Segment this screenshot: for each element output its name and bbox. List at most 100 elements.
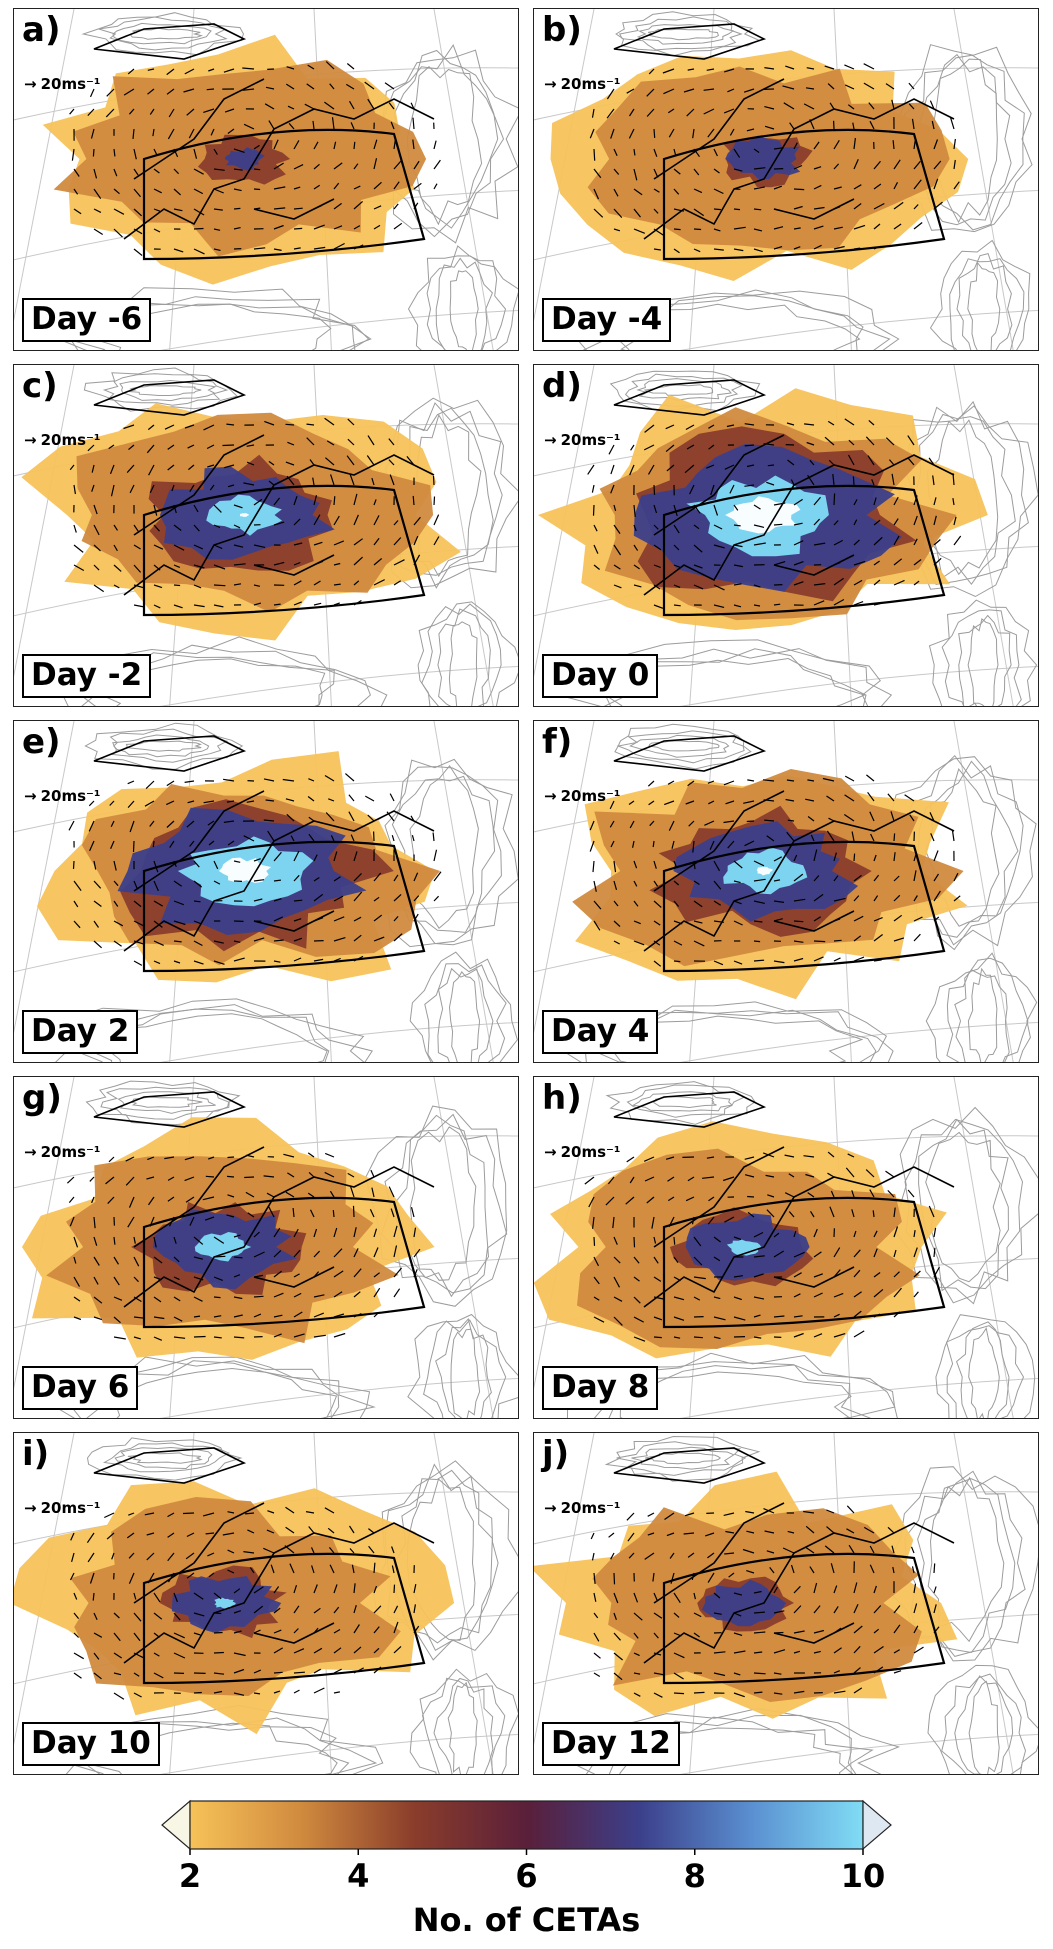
wind-reference: → 20ms⁻¹ xyxy=(24,787,101,805)
panel-letter: j) xyxy=(542,1434,570,1474)
arrow-right-icon: → xyxy=(544,1499,557,1517)
coastline xyxy=(93,1091,435,1308)
wind-vectors xyxy=(584,1151,940,1342)
coastline xyxy=(613,735,955,952)
cetas-shading xyxy=(572,769,968,1000)
panel-letter: f) xyxy=(542,722,573,762)
map-svg xyxy=(534,9,1038,350)
day-label: Day 10 xyxy=(22,1722,160,1766)
map-panel: f) → 20ms⁻¹ Day 4 xyxy=(533,720,1039,1063)
map-svg xyxy=(14,1077,518,1418)
region-box xyxy=(142,840,426,973)
wind-reference-label: 20ms⁻¹ xyxy=(40,431,101,449)
map-panel: g) → 20ms⁻¹ Day 6 xyxy=(13,1076,519,1419)
arrow-right-icon: → xyxy=(24,1499,37,1517)
coastline xyxy=(613,1447,955,1664)
wind-reference-label: 20ms⁻¹ xyxy=(560,1499,621,1517)
panel-letter: g) xyxy=(22,1078,62,1118)
coastline xyxy=(613,379,955,596)
day-label: Day 2 xyxy=(22,1010,139,1054)
day-label: Day 8 xyxy=(542,1366,659,1410)
map-svg xyxy=(534,1433,1038,1774)
wind-vectors xyxy=(590,1505,940,1698)
region-box xyxy=(142,484,426,617)
wind-vectors xyxy=(66,1152,421,1341)
map-svg xyxy=(14,365,518,706)
wind-reference-label: 20ms⁻¹ xyxy=(560,431,621,449)
wind-reference: → 20ms⁻¹ xyxy=(544,787,621,805)
map-panel: h) → 20ms⁻¹ Day 8 xyxy=(533,1076,1039,1419)
panel-letter: a) xyxy=(22,10,61,50)
wind-reference-label: 20ms⁻¹ xyxy=(560,787,621,805)
wind-vectors xyxy=(68,773,442,966)
arrow-right-icon: → xyxy=(24,787,37,805)
wind-reference-label: 20ms⁻¹ xyxy=(40,787,101,805)
wind-vectors xyxy=(69,61,441,256)
cetas-shading xyxy=(22,1117,435,1360)
region-box xyxy=(662,484,946,617)
day-label: Day -4 xyxy=(542,298,672,342)
panel-letter: b) xyxy=(542,10,582,50)
arrow-right-icon: → xyxy=(544,1143,557,1161)
panel-letter: i) xyxy=(22,1434,50,1474)
day-label: Day 0 xyxy=(542,654,659,698)
day-label: Day 6 xyxy=(22,1366,139,1410)
coastline xyxy=(93,379,435,596)
map-svg xyxy=(534,1077,1038,1418)
coastline xyxy=(93,735,435,952)
map-svg xyxy=(14,721,518,1062)
wind-reference: → 20ms⁻¹ xyxy=(24,75,101,93)
arrow-right-icon: → xyxy=(24,75,37,93)
wind-vectors xyxy=(69,1506,420,1700)
topography-contours xyxy=(62,367,518,706)
cetas-shading xyxy=(14,1481,455,1735)
wind-reference: → 20ms⁻¹ xyxy=(544,75,621,93)
wind-reference-label: 20ms⁻¹ xyxy=(40,75,101,93)
map-svg xyxy=(14,9,518,350)
coastline xyxy=(613,23,955,240)
region-box xyxy=(142,1196,426,1329)
cetas-shading xyxy=(37,751,441,983)
map-svg xyxy=(14,1433,518,1774)
panel-letter: c) xyxy=(22,366,58,406)
colorbar-tick-label: 10 xyxy=(840,1857,886,1895)
cetas-shading xyxy=(21,403,461,641)
colorbar-tick-label: 8 xyxy=(683,1857,706,1895)
colorbar: 2 4 6 8 10 No. of CETAs xyxy=(160,1797,893,1947)
day-label: Day 12 xyxy=(542,1722,680,1766)
coastline xyxy=(93,23,435,240)
region-box xyxy=(662,1552,946,1685)
map-panel: a) → 20ms⁻¹ Day -6 xyxy=(13,8,519,351)
wind-reference: → 20ms⁻¹ xyxy=(24,1143,101,1161)
colorbar-tick-label: 4 xyxy=(347,1857,370,1895)
cetas-shading xyxy=(42,34,427,285)
wind-reference: → 20ms⁻¹ xyxy=(544,1143,621,1161)
wind-vectors xyxy=(589,63,960,254)
wind-reference-label: 20ms⁻¹ xyxy=(40,1499,101,1517)
colorbar-title: No. of CETAs xyxy=(412,1901,641,1939)
panel-letter: e) xyxy=(22,722,61,762)
wind-reference: → 20ms⁻¹ xyxy=(544,1499,621,1517)
wind-reference: → 20ms⁻¹ xyxy=(24,1499,101,1517)
map-panel: c) → 20ms⁻¹ Day -2 xyxy=(13,364,519,707)
wind-vectors xyxy=(69,417,440,609)
colorbar-tick-label: 6 xyxy=(515,1857,538,1895)
region-box xyxy=(662,128,946,261)
map-svg xyxy=(534,365,1038,706)
region-box xyxy=(662,840,946,973)
day-label: Day 4 xyxy=(542,1010,659,1054)
day-label: Day -6 xyxy=(22,298,152,342)
wind-reference: → 20ms⁻¹ xyxy=(24,431,101,449)
panel-letter: h) xyxy=(542,1078,582,1118)
map-panel: e) → 20ms⁻¹ Day 2 xyxy=(13,720,519,1063)
arrow-right-icon: → xyxy=(24,1143,37,1161)
map-panel: b) → 20ms⁻¹ Day -4 xyxy=(533,8,1039,351)
arrow-right-icon: → xyxy=(24,431,37,449)
wind-reference-label: 20ms⁻¹ xyxy=(40,1143,101,1161)
wind-reference-label: 20ms⁻¹ xyxy=(560,1143,621,1161)
colorbar-tick-label: 2 xyxy=(178,1857,202,1895)
coastline xyxy=(93,1447,435,1664)
region-box xyxy=(142,128,426,261)
colorbar-extend-low xyxy=(161,1799,191,1851)
day-label: Day -2 xyxy=(22,654,152,698)
